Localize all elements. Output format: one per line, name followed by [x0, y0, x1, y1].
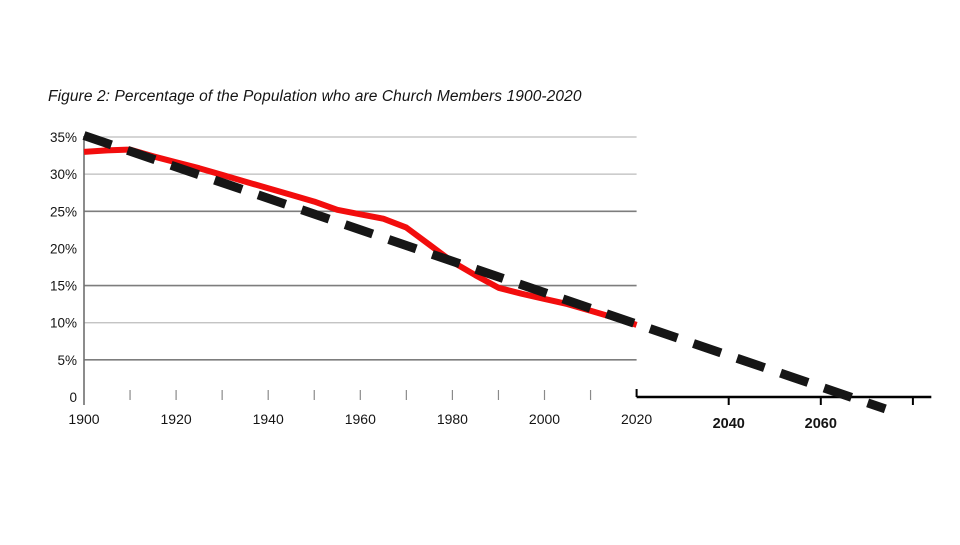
chart-title: Figure 2: Percentage of the Population w…	[48, 88, 582, 105]
x-axis-label: 1980	[437, 411, 468, 427]
y-axis-label: 15%	[50, 279, 77, 294]
y-axis-label: 25%	[50, 204, 77, 219]
x-axis-label: 1900	[68, 411, 99, 427]
y-axis-label: 5%	[57, 353, 77, 368]
x-axis-label: 2020	[621, 411, 652, 427]
trend-line-dashed	[82, 131, 887, 414]
y-axis-label: 30%	[50, 167, 77, 182]
extension-axis-label: 2060	[805, 416, 837, 432]
x-axis-label: 1940	[253, 411, 284, 427]
membership-line	[83, 146, 638, 328]
x-axis-label: 2000	[529, 411, 560, 427]
x-axis-label: 1920	[161, 411, 192, 427]
y-axis-label: 0	[69, 390, 77, 405]
x-axis-label: 1960	[345, 411, 376, 427]
y-axis-label: 35%	[50, 130, 77, 145]
y-axis-label: 20%	[50, 241, 77, 256]
y-axis-label: 10%	[50, 316, 77, 331]
extension-axis-label: 2040	[713, 416, 745, 432]
